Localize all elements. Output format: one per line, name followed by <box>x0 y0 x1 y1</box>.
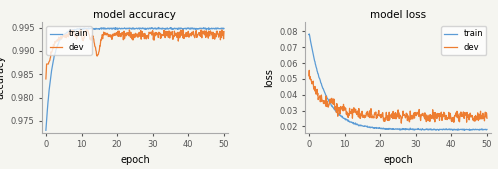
Line: dev: dev <box>309 70 487 123</box>
dev <box>217 30 223 32</box>
train <box>402 128 408 130</box>
dev <box>391 112 397 114</box>
dev <box>306 69 312 71</box>
train <box>139 28 145 30</box>
dev <box>392 115 398 117</box>
Legend: train, dev: train, dev <box>441 26 487 55</box>
dev <box>221 30 227 32</box>
train <box>462 129 468 131</box>
X-axis label: epoch: epoch <box>120 155 150 165</box>
Legend: train, dev: train, dev <box>46 26 92 55</box>
train <box>481 129 487 131</box>
dev <box>481 117 487 119</box>
train <box>392 128 398 130</box>
Title: model accuracy: model accuracy <box>94 10 176 20</box>
Line: dev: dev <box>46 30 224 79</box>
Y-axis label: loss: loss <box>263 68 273 87</box>
train <box>391 128 397 130</box>
train <box>452 128 458 130</box>
dev <box>398 122 404 124</box>
Title: model loss: model loss <box>370 10 426 20</box>
train <box>43 129 49 131</box>
train <box>189 27 195 29</box>
train <box>128 28 134 30</box>
train <box>221 27 227 29</box>
train <box>217 28 223 30</box>
Y-axis label: accuracy: accuracy <box>0 55 5 99</box>
dev <box>306 75 312 77</box>
dev <box>129 38 135 40</box>
Line: train: train <box>46 27 224 130</box>
dev <box>149 31 155 33</box>
dev <box>484 117 490 119</box>
train <box>306 34 312 36</box>
dev <box>43 78 49 80</box>
dev <box>403 115 409 117</box>
train <box>149 28 155 30</box>
train <box>484 128 490 130</box>
dev <box>189 33 195 35</box>
train <box>156 26 162 28</box>
dev <box>453 113 459 115</box>
dev <box>128 31 134 33</box>
X-axis label: epoch: epoch <box>383 155 413 165</box>
dev <box>413 114 419 116</box>
Line: train: train <box>309 34 487 130</box>
train <box>127 28 133 30</box>
train <box>412 128 418 130</box>
dev <box>78 29 84 31</box>
dev <box>139 35 145 37</box>
train <box>306 33 312 35</box>
